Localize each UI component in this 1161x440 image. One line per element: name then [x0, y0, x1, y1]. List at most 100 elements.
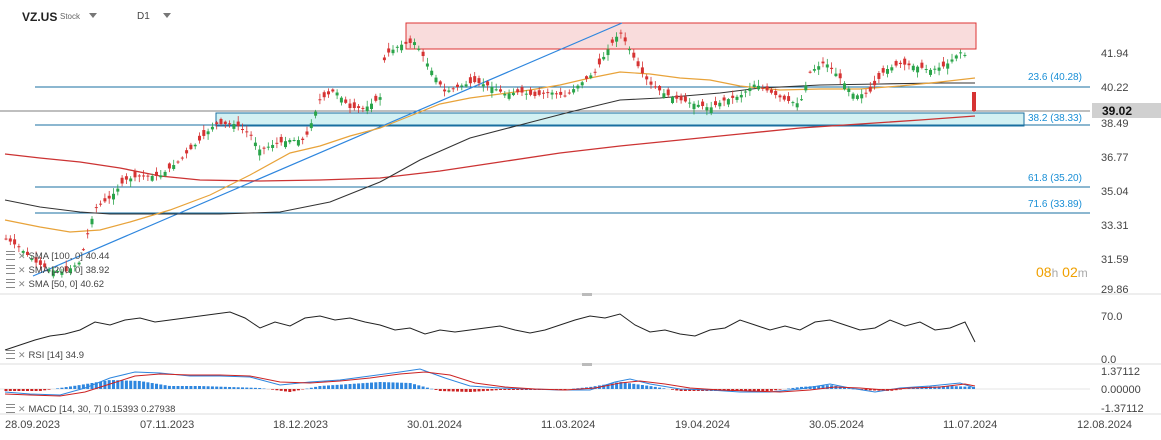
macd-bar — [688, 389, 692, 391]
macd-bar — [279, 389, 283, 391]
candle-body — [838, 73, 842, 79]
menu-icon[interactable] — [6, 265, 15, 274]
candle-body — [133, 171, 137, 178]
close-icon[interactable]: ✕ — [18, 279, 26, 289]
macd-bar — [640, 384, 644, 389]
macd-bar — [653, 386, 657, 389]
macd-axis-label: 0.00000 — [1101, 384, 1141, 396]
macd-bar — [116, 380, 120, 389]
close-icon[interactable]: ✕ — [18, 251, 26, 261]
symbol-label[interactable]: VZ.US — [22, 10, 58, 24]
close-icon[interactable]: ✕ — [18, 265, 26, 275]
macd-bar — [636, 384, 640, 389]
date-axis-label: 11.03.2024 — [541, 419, 595, 431]
macd-bar — [941, 386, 945, 389]
pane-resize-handle[interactable] — [582, 293, 592, 296]
indicator-legend-macd[interactable]: ✕ MACD [14, 30, 7] 0.15393 0.27938 — [6, 403, 175, 415]
candle-body — [537, 90, 541, 95]
candle-body — [499, 89, 502, 92]
candle-body — [189, 144, 193, 150]
candle-body — [567, 92, 571, 94]
candle-body — [77, 262, 81, 265]
macd-bar — [296, 389, 300, 391]
candle-body — [258, 149, 262, 156]
symbol-dropdown-icon[interactable] — [89, 13, 97, 18]
macd-bar — [477, 389, 481, 392]
macd-bar — [628, 383, 631, 389]
close-icon[interactable]: ✕ — [18, 404, 26, 414]
candle-body — [163, 171, 167, 176]
candle-body — [529, 89, 533, 95]
macd-bar — [163, 385, 167, 389]
candle-body — [51, 270, 55, 277]
candle-body — [542, 92, 545, 94]
candle-body — [486, 81, 490, 86]
macd-bar — [189, 386, 193, 389]
macd-bar — [60, 387, 64, 389]
indicator-legend-sma200[interactable]: ✕ SMA [200, 0] 38.92 — [6, 264, 109, 276]
fib-label: 71.6 (33.89) — [1028, 199, 1082, 210]
candle-body — [434, 77, 438, 83]
candle-body — [352, 102, 356, 108]
macd-bar — [967, 386, 971, 389]
candle-body — [400, 44, 404, 51]
macd-bar — [821, 385, 825, 389]
macd-bar — [425, 387, 429, 389]
pane-resize-handle[interactable] — [582, 363, 592, 366]
macd-line — [4, 368, 976, 396]
candle-body — [911, 65, 915, 71]
candle-body — [731, 95, 735, 98]
menu-icon[interactable] — [6, 404, 15, 413]
indicator-legend-rsi[interactable]: ✕ RSI [14] 34.9 — [6, 349, 84, 361]
macd-bar — [258, 387, 262, 389]
support-zone[interactable] — [215, 112, 1025, 127]
indicator-legend-sma50[interactable]: ✕ SMA [50, 0] 40.62 — [6, 278, 104, 290]
candle-body — [421, 51, 425, 57]
price-axis-label: 36.77 — [1101, 152, 1129, 164]
candle-body — [150, 176, 154, 181]
menu-icon[interactable] — [6, 251, 15, 260]
macd-bar — [430, 388, 434, 390]
candle-body — [817, 66, 821, 70]
trendline[interactable] — [32, 22, 623, 277]
candle-body — [481, 84, 485, 87]
candle-body — [929, 69, 932, 75]
candle-body — [38, 260, 42, 265]
macd-bar — [623, 382, 627, 389]
macd-bar — [825, 385, 829, 389]
macd-bar — [460, 389, 464, 392]
macd-signal-line — [4, 371, 976, 397]
candle-body — [610, 39, 614, 43]
menu-icon[interactable] — [6, 350, 15, 359]
candle-body — [774, 91, 778, 96]
candlestick-series — [4, 29, 967, 279]
timeframe-dropdown-icon[interactable] — [163, 13, 171, 18]
date-axis-label: 19.04.2024 — [675, 419, 730, 431]
macd-bar — [159, 384, 163, 389]
candle-body — [606, 49, 610, 56]
close-icon[interactable]: ✕ — [18, 350, 26, 360]
menu-icon[interactable] — [6, 279, 15, 288]
resistance-zone[interactable] — [405, 22, 977, 50]
indicator-legend-sma100[interactable]: ✕ SMA [100, 0] 40.44 — [6, 250, 109, 262]
candle-body — [245, 131, 249, 133]
macd-bar — [812, 386, 816, 389]
macd-bar — [671, 389, 674, 390]
candle-body — [636, 61, 640, 67]
macd-bar — [370, 382, 373, 389]
instrument-type: Stock — [60, 12, 81, 21]
timeframe-label[interactable]: D1 — [137, 11, 150, 22]
candle-body — [26, 251, 29, 255]
date-axis-label: 12.08.2024 — [1077, 419, 1132, 431]
macd-bar — [735, 389, 739, 391]
candle-body — [524, 93, 528, 95]
macd-bar — [99, 381, 103, 389]
candle-body — [597, 58, 601, 65]
candle-body — [615, 36, 619, 42]
macd-bar — [645, 385, 649, 389]
macd-bar — [77, 385, 81, 389]
macd-bar — [150, 383, 154, 389]
macd-bar — [357, 383, 361, 389]
macd-bar — [898, 389, 902, 390]
